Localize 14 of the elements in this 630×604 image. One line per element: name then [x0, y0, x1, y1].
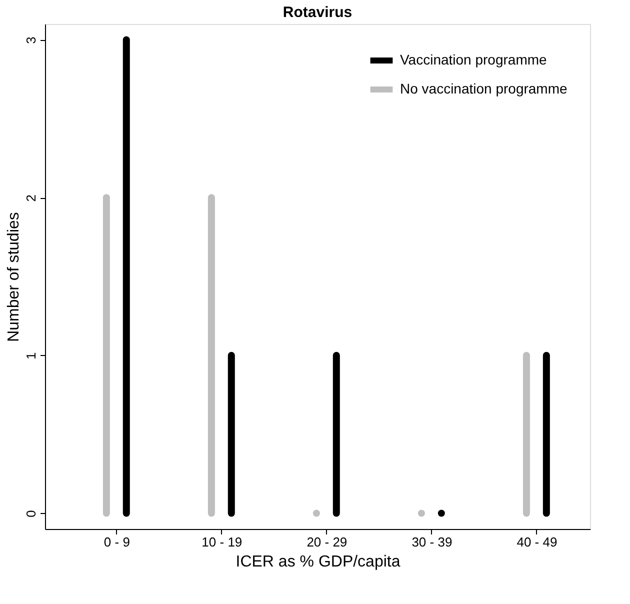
x-tick-label: 10 - 19 — [202, 534, 242, 550]
x-tick-label: 20 - 29 — [306, 534, 348, 550]
legend-label: Vaccination programme — [400, 52, 548, 68]
x-axis-title: ICER as % GDP/capita — [236, 554, 400, 570]
y-axis-title: Number of studies — [6, 212, 22, 342]
y-tick-label: 2 — [24, 194, 38, 202]
x-tick-label: 0 - 9 — [104, 534, 130, 550]
legend-label: No vaccination programme — [400, 80, 568, 96]
x-tick-label: 40 - 49 — [516, 534, 558, 550]
y-tick-label: 0 — [24, 510, 38, 518]
x-tick-label: 30 - 39 — [412, 534, 452, 550]
y-tick-label: 1 — [24, 352, 38, 360]
chart-title: Rotavirus — [282, 4, 352, 21]
y-tick-label: 3 — [24, 36, 38, 44]
